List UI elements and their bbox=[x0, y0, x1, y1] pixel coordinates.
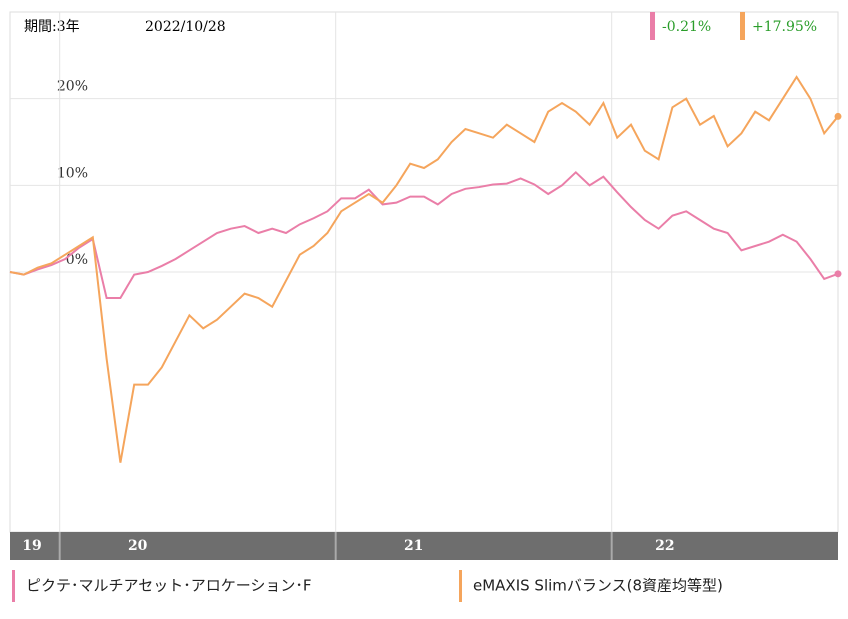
y-tick-label: 0% bbox=[66, 252, 88, 268]
legend-marker bbox=[12, 570, 15, 602]
year-label: 21 bbox=[404, 538, 423, 554]
y-tick-label: 20% bbox=[57, 79, 88, 95]
y-tick-label: 10% bbox=[57, 165, 88, 181]
legend-label: ピクテ･マルチアセット･アロケーション･F bbox=[26, 577, 312, 595]
legend-marker bbox=[459, 570, 462, 602]
last-value: -0.21% bbox=[662, 19, 711, 35]
value-marker bbox=[740, 12, 745, 40]
legend-label: eMAXIS Slimバランス(8資産均等型) bbox=[473, 577, 723, 595]
year-label: 22 bbox=[655, 538, 674, 554]
value-marker bbox=[650, 12, 655, 40]
year-band bbox=[10, 532, 838, 560]
end-point bbox=[834, 270, 842, 278]
period: 期間:3年 bbox=[24, 19, 80, 35]
date: 2022/10/28 bbox=[145, 19, 226, 35]
last-value: +17.95% bbox=[752, 19, 817, 35]
line bbox=[9, 170, 839, 299]
line bbox=[9, 75, 839, 463]
year-label: 19 bbox=[22, 538, 41, 554]
year-label: 20 bbox=[128, 538, 148, 554]
end-point bbox=[834, 112, 842, 120]
